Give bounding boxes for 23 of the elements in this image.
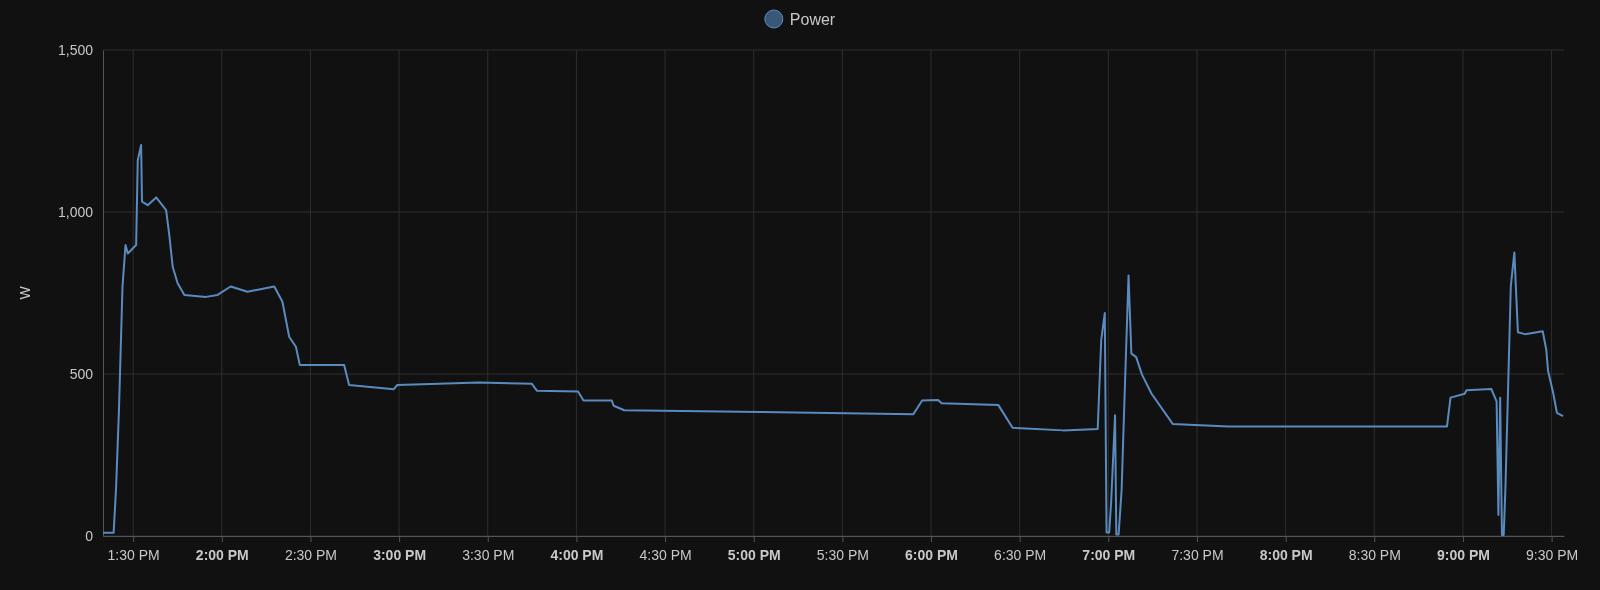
x-tick-label: 7:30 PM <box>1171 547 1224 564</box>
x-tick-label: 9:30 PM <box>1526 547 1579 564</box>
x-tick-label: 3:00 PM <box>373 547 427 564</box>
legend-label: Power <box>789 11 836 28</box>
x-tick-label: 8:00 PM <box>1259 547 1313 564</box>
x-tick-label: 4:30 PM <box>639 547 692 564</box>
y-tick-label: 0 <box>85 527 94 544</box>
x-tick-label: 5:30 PM <box>816 547 869 564</box>
y-tick-label: 500 <box>69 365 94 382</box>
x-tick-label: 6:30 PM <box>994 547 1047 564</box>
x-tick-label: 2:30 PM <box>284 547 338 564</box>
x-tick-label: 2:00 PM <box>195 547 249 564</box>
y-axis-title: W <box>17 285 33 300</box>
x-tick-label: 1:30 PM <box>107 547 160 564</box>
x-tick-label: 5:00 PM <box>727 547 781 564</box>
x-tick-label: 9:00 PM <box>1436 547 1490 564</box>
x-tick-label: 8:30 PM <box>1348 547 1401 564</box>
x-tick-label: 7:00 PM <box>1082 547 1136 564</box>
y-tick-label: 1,000 <box>57 203 94 220</box>
x-tick-label: 6:00 PM <box>905 547 958 564</box>
x-tick-label: 3:30 PM <box>462 547 515 564</box>
x-tick-label: 4:00 PM <box>550 547 604 564</box>
y-tick-label: 1,500 <box>57 41 94 58</box>
